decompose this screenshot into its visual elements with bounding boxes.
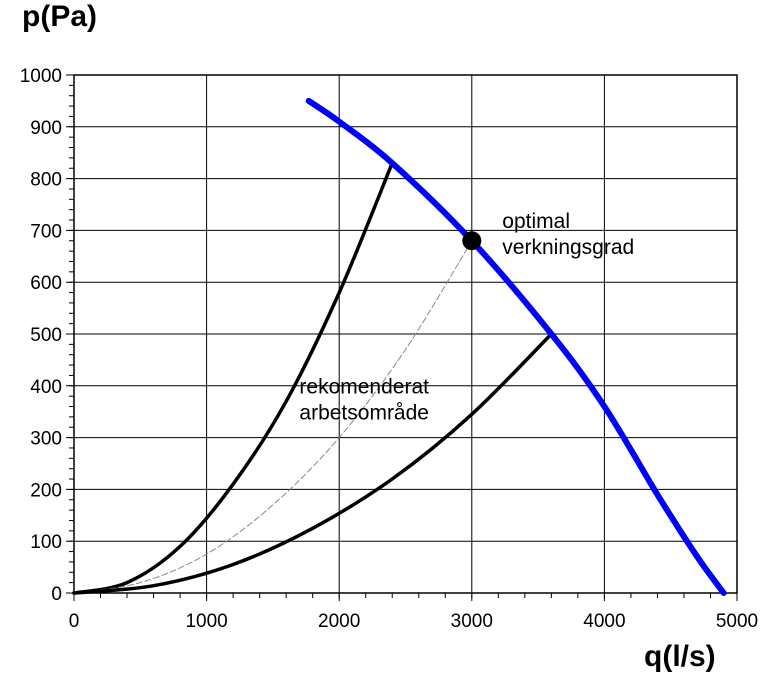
system-curve-optimal [73,240,473,594]
recommended-area-label: rekomenderat [299,376,429,399]
x-tick-label: 1000 [185,611,227,632]
recommended-area-label: arbetsområde [299,402,429,425]
plot-frame [73,74,738,594]
system-curve-upper [72,161,394,595]
x-tick-label: 5000 [716,611,758,632]
y-tick-label: 400 [30,377,62,398]
x-axis-title: q(l/s) [644,640,716,673]
y-tick-label: 800 [30,170,62,191]
y-tick-label: 600 [30,273,62,294]
x-tick-label: 2000 [318,611,360,632]
y-tick-label: 1000 [20,66,62,87]
optimal-efficiency-label: optimal [502,210,570,233]
optimal-point [462,231,482,251]
x-tick-label: 4000 [583,611,625,632]
y-tick-label: 100 [30,532,62,553]
y-tick-label: 200 [30,480,62,501]
y-tick-label: 0 [51,584,62,605]
optimal-efficiency-label: verkningsgrad [502,236,634,259]
y-tick-label: 900 [30,118,62,139]
x-tick-label: 3000 [451,611,493,632]
x-tick-label: 0 [69,611,80,632]
y-axis-title: p(Pa) [22,0,97,33]
y-tick-label: 300 [30,429,62,450]
fan-curve [305,97,727,596]
y-tick-label: 500 [30,325,62,346]
system-curve-lower [72,332,554,595]
y-tick-label: 700 [30,221,62,242]
